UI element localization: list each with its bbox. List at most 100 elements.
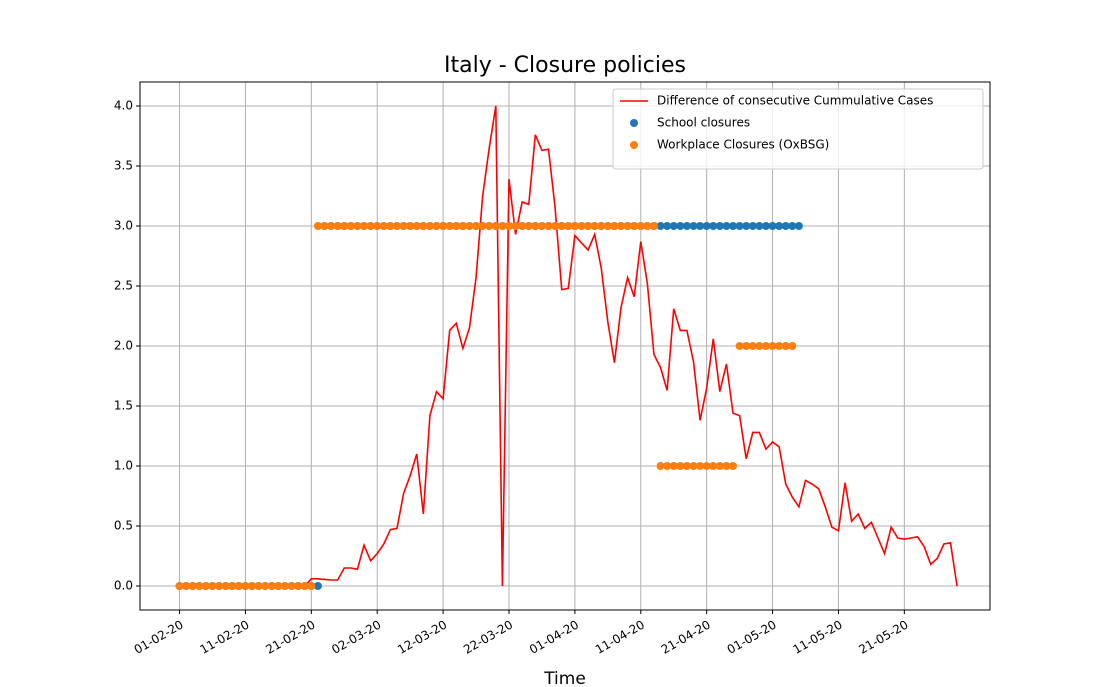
point (781, 342, 790, 350)
point (215, 582, 224, 590)
point (748, 222, 757, 230)
point (379, 222, 388, 230)
point (775, 222, 784, 230)
point (485, 222, 494, 230)
x-tick-label: 21-02-20 (263, 618, 317, 657)
legend-label: School closures (657, 116, 750, 130)
point (452, 222, 461, 230)
point (531, 222, 540, 230)
point (702, 462, 711, 470)
point (261, 582, 270, 590)
point (663, 222, 672, 230)
point (445, 222, 454, 230)
point (386, 222, 395, 230)
point (406, 222, 415, 230)
x-axis-label: Time (543, 669, 586, 687)
point (656, 462, 665, 470)
point (307, 582, 316, 590)
point (663, 462, 672, 470)
point (412, 222, 421, 230)
x-tick-label: 11-02-20 (198, 618, 252, 657)
point (201, 582, 210, 590)
point (274, 582, 283, 590)
point (300, 582, 309, 590)
point (577, 222, 586, 230)
point (715, 462, 724, 470)
point (241, 582, 250, 590)
point (313, 582, 322, 590)
point (432, 222, 441, 230)
point (755, 222, 764, 230)
point (643, 222, 652, 230)
point (228, 582, 237, 590)
point (557, 222, 566, 230)
y-tick-label: 3.0 (114, 219, 133, 233)
point (340, 222, 349, 230)
point (715, 222, 724, 230)
point (676, 462, 685, 470)
point (775, 342, 784, 350)
point (669, 222, 678, 230)
point (551, 222, 560, 230)
x-tick-label: 21-05-20 (856, 618, 910, 657)
x-tick-label: 12-03-20 (395, 618, 449, 657)
line (179, 105, 958, 587)
point (188, 582, 197, 590)
point (761, 342, 770, 350)
point (788, 222, 797, 230)
x-tick-label: 22-03-20 (461, 618, 515, 657)
point (221, 582, 230, 590)
point (636, 222, 645, 230)
point (676, 222, 685, 230)
point (465, 222, 474, 230)
point (729, 222, 738, 230)
plot-frame (139, 81, 991, 611)
y-tick-label: 1.5 (114, 399, 133, 413)
point (735, 342, 744, 350)
y-tick-label: 0.0 (114, 579, 133, 593)
x-tick-label: 11-04-20 (593, 618, 647, 657)
point (327, 222, 336, 230)
y-tick-label: 1.0 (114, 459, 133, 473)
x-tick-label: 21-04-20 (659, 618, 713, 657)
point (478, 222, 487, 230)
point (472, 222, 481, 230)
point (346, 222, 355, 230)
point (564, 222, 573, 230)
point (742, 222, 751, 230)
point (610, 222, 619, 230)
point (584, 222, 593, 230)
point (458, 222, 467, 230)
point (373, 222, 382, 230)
point (696, 222, 705, 230)
point (195, 582, 204, 590)
point (768, 222, 777, 230)
point (761, 222, 770, 230)
point (182, 582, 191, 590)
legend-swatch (630, 119, 638, 127)
point (755, 342, 764, 350)
point (702, 222, 711, 230)
point (419, 222, 428, 230)
point (689, 222, 698, 230)
point (175, 582, 184, 590)
point (788, 342, 797, 350)
y-tick-label: 2.5 (114, 279, 133, 293)
point (617, 222, 626, 230)
y-tick-label: 2.0 (114, 339, 133, 353)
point (735, 222, 744, 230)
point (294, 582, 303, 590)
point (649, 222, 658, 230)
point (392, 222, 401, 230)
point (491, 222, 500, 230)
legend-swatch (630, 141, 638, 149)
point (623, 222, 632, 230)
x-tick-label: 11-05-20 (791, 618, 845, 657)
point (722, 462, 731, 470)
point (768, 342, 777, 350)
point (709, 222, 718, 230)
point (360, 222, 369, 230)
legend: Difference of consecutive Cummulative Ca… (612, 88, 984, 170)
point (208, 582, 217, 590)
point (544, 222, 553, 230)
